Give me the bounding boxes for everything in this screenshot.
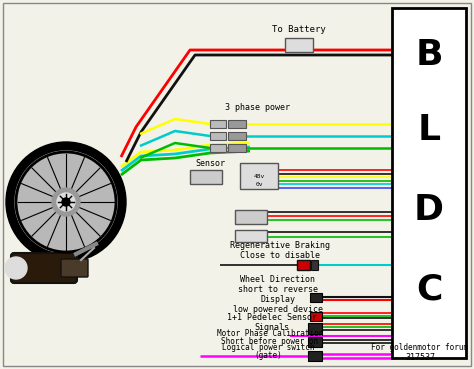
Text: (gate): (gate) bbox=[254, 352, 282, 361]
Bar bbox=[190, 170, 222, 184]
Circle shape bbox=[15, 151, 117, 253]
Bar bbox=[285, 38, 313, 52]
Text: To Battery: To Battery bbox=[272, 25, 326, 34]
Bar bbox=[308, 337, 322, 347]
Text: 1+1 Pedelec Sensor: 1+1 Pedelec Sensor bbox=[227, 314, 317, 323]
Bar bbox=[240, 163, 278, 189]
Text: 0v: 0v bbox=[255, 183, 263, 187]
Text: Motor Phase Calibration: Motor Phase Calibration bbox=[217, 330, 323, 338]
Circle shape bbox=[6, 142, 126, 262]
Circle shape bbox=[52, 188, 80, 216]
Text: 317537: 317537 bbox=[405, 354, 435, 362]
Text: low powered device: low powered device bbox=[233, 304, 323, 314]
Bar bbox=[228, 120, 246, 128]
Circle shape bbox=[5, 257, 27, 279]
Bar bbox=[308, 351, 322, 361]
Bar bbox=[228, 144, 246, 152]
Text: Close to disable: Close to disable bbox=[240, 251, 320, 259]
Text: Wheel Direction: Wheel Direction bbox=[240, 276, 316, 284]
Text: Sensor: Sensor bbox=[195, 159, 225, 168]
Text: short to reverse: short to reverse bbox=[238, 286, 318, 294]
Text: Short before power on: Short before power on bbox=[221, 338, 319, 346]
FancyBboxPatch shape bbox=[11, 253, 77, 283]
Text: Logical power switch: Logical power switch bbox=[222, 344, 314, 352]
Circle shape bbox=[57, 193, 75, 211]
Bar bbox=[210, 144, 226, 152]
Bar bbox=[310, 312, 322, 321]
Text: 3 phase power: 3 phase power bbox=[225, 103, 290, 113]
Text: Display: Display bbox=[261, 296, 295, 304]
Bar bbox=[310, 293, 322, 302]
Text: C: C bbox=[416, 273, 442, 307]
Bar bbox=[235, 230, 267, 242]
Bar bbox=[210, 132, 226, 140]
Text: Signals: Signals bbox=[255, 323, 290, 331]
FancyBboxPatch shape bbox=[61, 259, 88, 277]
Bar bbox=[228, 132, 246, 140]
Bar bbox=[235, 210, 267, 224]
Text: 48v: 48v bbox=[254, 173, 264, 179]
Bar bbox=[311, 260, 318, 270]
Text: Regenerative Braking: Regenerative Braking bbox=[230, 241, 330, 249]
Bar bbox=[210, 120, 226, 128]
Text: L: L bbox=[418, 113, 440, 147]
Text: B: B bbox=[415, 38, 443, 72]
Bar bbox=[308, 323, 322, 334]
Bar bbox=[392, 8, 466, 358]
Text: D: D bbox=[414, 193, 444, 227]
Text: For goldenmotor forum: For goldenmotor forum bbox=[372, 344, 469, 352]
Circle shape bbox=[62, 198, 70, 206]
Bar bbox=[297, 260, 310, 270]
